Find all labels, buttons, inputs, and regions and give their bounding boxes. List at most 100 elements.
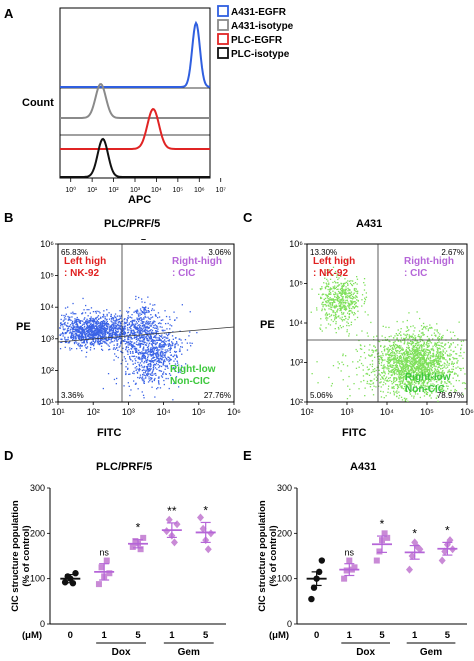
a431-isotype-curve	[60, 83, 210, 119]
y-tick-label: 10³	[41, 334, 54, 344]
data-point	[346, 557, 353, 564]
legend-swatch	[217, 19, 229, 31]
y-tick-label: 10⁶	[40, 239, 54, 249]
gate-label-right-low: Non-CIC	[170, 376, 210, 387]
panel-letter-c: C	[243, 210, 253, 225]
group-label: Gem	[420, 647, 442, 658]
data-point	[61, 579, 69, 586]
data-point	[137, 546, 144, 553]
flow-scatter-c: 13.30% 2.67% 5.06% 78.97% Left high: NK-92 Ri…	[289, 239, 474, 417]
y-tick-label: 10³	[290, 358, 303, 368]
y-tick-label: 0	[287, 619, 292, 629]
significance-label: *	[380, 517, 385, 531]
panel-c-xlabel: FITC	[342, 427, 366, 439]
panel-letter-a: A	[4, 6, 14, 21]
y-tick-label: 200	[277, 528, 292, 538]
gate-label-right-high: : CIC	[172, 268, 195, 279]
data-point	[98, 564, 105, 571]
y-tick-label: 300	[30, 483, 45, 493]
histogram-ylabel: Count	[22, 97, 54, 109]
y-tick-label: 0	[40, 619, 45, 629]
gate-label-right-low: Non-CIC	[405, 384, 445, 395]
quadrant-ur-value: 3.06%	[208, 248, 231, 257]
x-tick-label: 10⁵	[192, 407, 206, 417]
quadrant-ll-value: 5.06%	[310, 391, 333, 400]
quadrant-line-horizontal	[57, 326, 235, 343]
x-tick-label: 10⁴	[380, 407, 394, 417]
dose-label: 1	[412, 630, 418, 641]
significance-label: *	[412, 527, 417, 541]
histogram-legend: A431-EGFR A431-isotype PLC-EGFR PLC-isotype	[217, 5, 294, 60]
legend-label: PLC-isotype	[231, 49, 290, 60]
data-point	[140, 534, 147, 541]
data-point	[341, 575, 348, 582]
dot-plot-ylabel: CIC structure population	[257, 500, 268, 612]
y-tick-label: 300	[277, 483, 292, 493]
dose-unit: (μM)	[269, 630, 289, 641]
panel-letter-d: D	[4, 448, 13, 463]
x-tick-label: 10⁴	[157, 407, 171, 417]
dot-plot-e: 0 100 200 300 CIC structure population (% of …	[257, 483, 467, 658]
histogram-xlabel: APC	[128, 194, 151, 206]
panel-letter-b: B	[4, 210, 13, 225]
data-point	[343, 567, 350, 574]
flow-scatter-b: 65.83% 3.06% 3.36% 27.76% Left high: NK-92 Ri…	[40, 239, 241, 417]
histogram-x-tick: 10³	[130, 187, 141, 194]
dose-label: 0	[314, 630, 319, 641]
gate-label-right-low: Right-low	[405, 372, 451, 383]
quadrant-ul-value: 13.30%	[310, 248, 337, 257]
y-tick-label: 10²	[290, 397, 303, 407]
data-point	[384, 534, 391, 541]
data-point	[204, 545, 212, 554]
x-tick-label: 10⁵	[420, 407, 434, 417]
legend-swatch	[217, 47, 229, 59]
y-tick-label: 10⁴	[289, 318, 303, 328]
data-point	[129, 543, 136, 550]
significance-label: *	[136, 521, 141, 535]
panel-b-xlabel: FITC	[97, 427, 121, 439]
dot-plot-ylabel: (% of control)	[268, 525, 279, 586]
x-tick-label: 10³	[340, 407, 353, 417]
x-tick-label: 10¹	[51, 407, 64, 417]
data-point	[103, 557, 110, 564]
dot-plot-ylabel: (% of control)	[21, 525, 32, 586]
quadrant-ur-value: 2.67%	[441, 248, 464, 257]
gate-label-right-high: Right-high	[172, 256, 222, 267]
histogram-x-tick: 10¹	[87, 187, 98, 194]
y-tick-label: 10⁵	[289, 279, 303, 289]
significance-label: *	[203, 503, 208, 517]
panel-c-ylabel: PE	[260, 319, 275, 331]
significance-label: ns	[99, 548, 109, 558]
histogram-x-tick: 10²	[109, 187, 120, 194]
group-label: Dox	[112, 647, 131, 658]
x-tick-label: 10³	[122, 407, 135, 417]
y-tick-label: 10⁵	[40, 271, 54, 281]
quadrant-lr-value: 27.76%	[204, 391, 231, 400]
gate-label-right-low: Right-low	[170, 364, 216, 375]
data-point	[95, 581, 102, 588]
y-tick-label: 10⁶	[289, 239, 303, 249]
data-point	[318, 557, 326, 564]
panel-b-ylabel: PE	[16, 321, 31, 333]
panel-e-title: A431	[350, 461, 376, 473]
quadrant-ll-value: 3.36%	[61, 391, 84, 400]
a431-egfr-curve	[60, 20, 211, 88]
gate-label-left-high: Left high	[313, 256, 355, 267]
data-point	[170, 538, 178, 547]
histogram-x-tick: 10⁶	[194, 187, 205, 194]
quadrant-lr-value: 78.97%	[437, 391, 464, 400]
data-point	[308, 595, 315, 603]
dose-label: 5	[379, 630, 385, 641]
panel-c-title: A431	[356, 218, 382, 230]
gate-label-right-high: Right-high	[404, 256, 454, 267]
dose-label: 5	[445, 630, 451, 641]
y-tick-label: 10⁴	[40, 302, 54, 312]
dose-label: 1	[347, 630, 353, 641]
data-point	[196, 513, 204, 522]
data-point	[106, 570, 113, 577]
dot-plot-ylabel: CIC structure population	[10, 500, 21, 612]
x-tick-label: 10²	[300, 407, 313, 417]
x-tick-label: 10⁶	[460, 407, 474, 417]
legend-label: A431-EGFR	[231, 7, 287, 18]
